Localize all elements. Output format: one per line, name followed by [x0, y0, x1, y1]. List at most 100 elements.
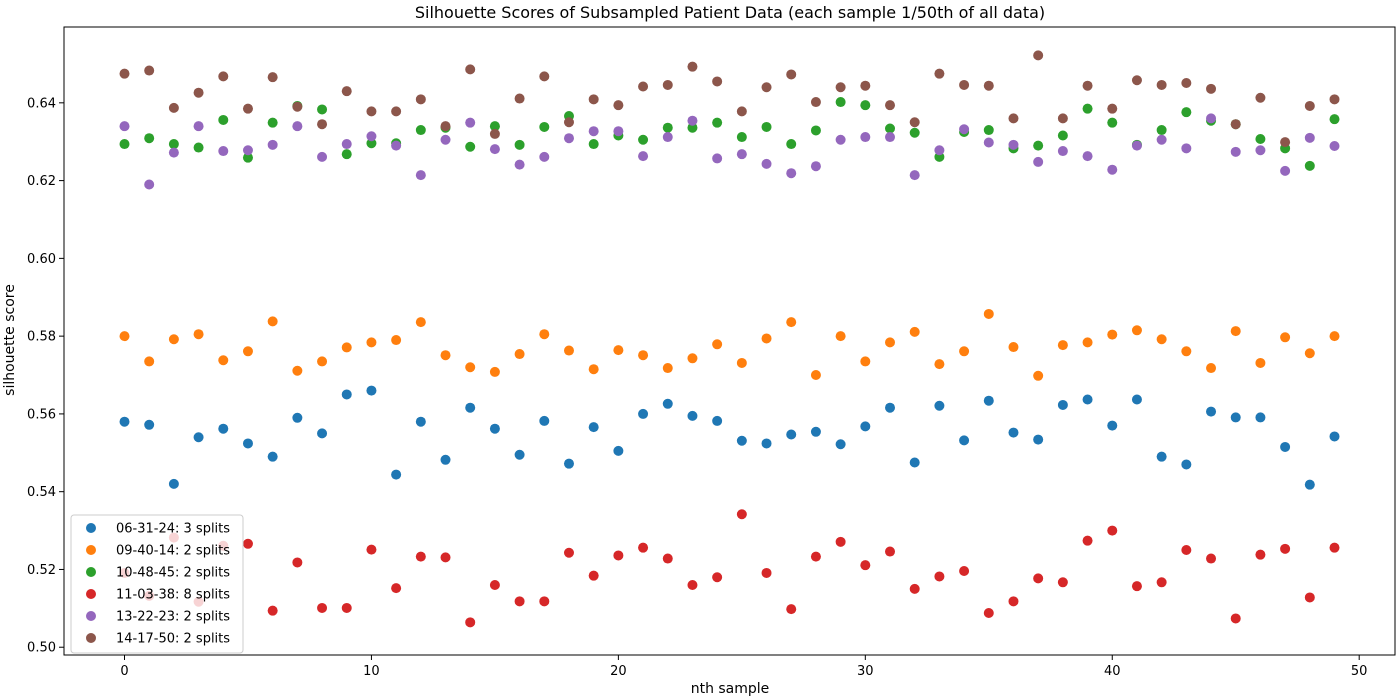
- data-point: [218, 114, 229, 125]
- data-point: [613, 126, 624, 137]
- data-point: [1280, 165, 1291, 176]
- data-point: [1033, 156, 1044, 167]
- data-point: [1255, 145, 1266, 156]
- data-point: [292, 101, 303, 112]
- data-point: [440, 134, 451, 145]
- x-tick-label: 10: [363, 664, 380, 679]
- data-point: [119, 121, 130, 132]
- data-point: [736, 509, 747, 520]
- data-point: [712, 339, 723, 350]
- data-point: [1008, 596, 1019, 607]
- data-point: [712, 572, 723, 583]
- data-point: [415, 170, 426, 181]
- data-point: [712, 76, 723, 87]
- data-point: [168, 102, 179, 113]
- data-point: [193, 121, 204, 132]
- data-point: [588, 126, 599, 137]
- data-point: [1156, 577, 1167, 588]
- data-point: [119, 416, 130, 427]
- legend-marker: [86, 523, 96, 533]
- data-point: [934, 571, 945, 582]
- data-point: [1329, 94, 1340, 105]
- data-point: [1082, 394, 1093, 405]
- data-point: [539, 596, 550, 607]
- data-point: [563, 345, 574, 356]
- data-point: [1131, 140, 1142, 151]
- x-tick-label: 30: [857, 664, 874, 679]
- data-point: [835, 97, 846, 108]
- data-point: [638, 81, 649, 92]
- data-point: [712, 117, 723, 128]
- data-point: [638, 542, 649, 553]
- data-point: [267, 139, 278, 150]
- data-point: [736, 106, 747, 117]
- axes: 0 10 20 30 40 50 0.50 0.52 0.54 0.56 0.58 0.60 0.62 0…: [27, 26, 1396, 679]
- data-point: [415, 125, 426, 136]
- data-point: [391, 583, 402, 594]
- data-point: [366, 337, 377, 348]
- data-point: [1057, 130, 1068, 141]
- data-point: [1181, 545, 1192, 556]
- data-point: [1181, 107, 1192, 118]
- data-point: [613, 550, 624, 561]
- data-point: [761, 158, 772, 169]
- data-point: [317, 104, 328, 115]
- data-point: [1008, 342, 1019, 353]
- data-point: [810, 426, 821, 437]
- data-point: [810, 370, 821, 381]
- data-point: [144, 65, 155, 76]
- data-point: [1082, 337, 1093, 348]
- data-point: [119, 139, 130, 150]
- data-point: [465, 617, 476, 628]
- data-point: [489, 128, 500, 139]
- data-point: [983, 608, 994, 618]
- data-point: [983, 80, 994, 91]
- data-point: [1304, 479, 1315, 490]
- data-point: [786, 168, 797, 179]
- data-point: [959, 435, 970, 446]
- data-point: [761, 82, 772, 93]
- data-point: [242, 145, 253, 156]
- data-point: [168, 478, 179, 489]
- data-point: [1230, 326, 1241, 337]
- data-point: [1057, 399, 1068, 410]
- y-tick-label: 0.52: [27, 563, 56, 578]
- data-point: [242, 438, 253, 449]
- data-point: [539, 151, 550, 162]
- data-point: [218, 423, 229, 434]
- data-point: [588, 570, 599, 581]
- data-point: [959, 124, 970, 135]
- data-point: [712, 415, 723, 426]
- data-point: [391, 106, 402, 117]
- data-point: [1131, 394, 1142, 405]
- data-point: [193, 329, 204, 340]
- data-point: [909, 127, 920, 138]
- data-point: [934, 68, 945, 79]
- data-point: [736, 435, 747, 446]
- data-point: [514, 93, 525, 104]
- data-point: [909, 170, 920, 181]
- data-point: [563, 133, 574, 144]
- data-point: [835, 82, 846, 93]
- data-point: [860, 421, 871, 432]
- data-point: [1329, 542, 1340, 553]
- data-point: [761, 438, 772, 449]
- data-point: [218, 355, 229, 366]
- data-point: [1082, 103, 1093, 114]
- data-point: [1008, 427, 1019, 438]
- data-point: [563, 547, 574, 558]
- data-point: [119, 331, 130, 342]
- data-point: [1255, 412, 1266, 423]
- data-point: [810, 125, 821, 136]
- data-point: [1181, 459, 1192, 470]
- data-point: [1131, 75, 1142, 86]
- data-point: [761, 121, 772, 132]
- data-point: [909, 117, 920, 128]
- data-point: [736, 357, 747, 368]
- x-tick-label: 50: [1351, 664, 1368, 679]
- legend-entry-label: 10-48-45: 2 splits: [116, 566, 230, 581]
- data-point: [786, 317, 797, 328]
- data-point: [1181, 78, 1192, 88]
- data-point: [1329, 331, 1340, 342]
